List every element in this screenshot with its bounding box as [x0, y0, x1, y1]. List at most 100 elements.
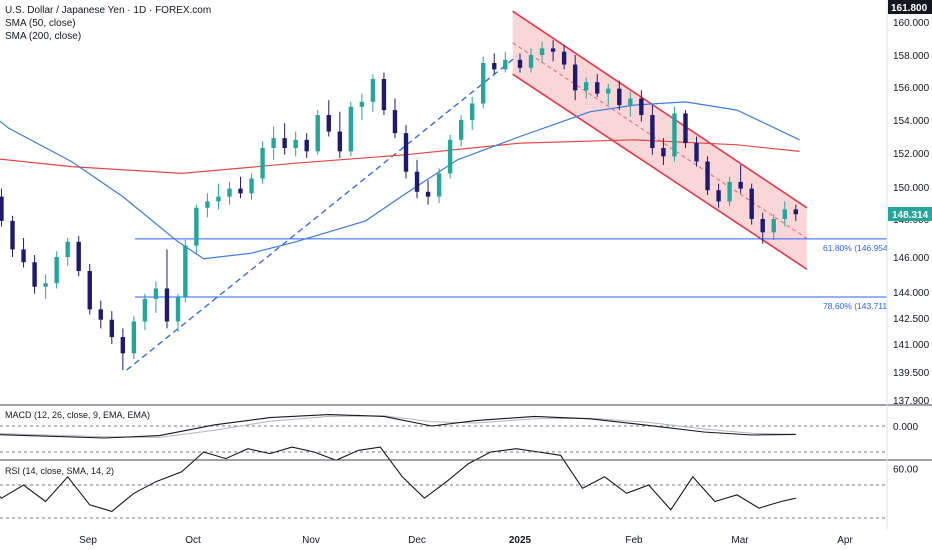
candle — [205, 193, 210, 218]
candle-body — [403, 133, 409, 172]
trend-line — [126, 56, 517, 371]
candle-body — [481, 63, 486, 104]
current-price-label: 148.314 — [892, 210, 929, 221]
candle-body — [561, 51, 567, 65]
candle-body — [315, 115, 320, 152]
sma50-legend-item[interactable]: SMA (50, close) — [5, 18, 76, 29]
candle-body — [293, 139, 298, 149]
candle-body — [164, 288, 170, 322]
candle — [381, 72, 387, 116]
candle-body — [271, 138, 276, 149]
candle-body — [539, 48, 545, 55]
candle — [315, 110, 320, 155]
candle-body — [683, 113, 688, 144]
candle — [359, 93, 365, 120]
price-tick-label: 139.500 — [893, 368, 930, 379]
fib-level-label: 61.80% (146.954) — [823, 243, 891, 253]
candle-body — [672, 113, 677, 157]
candle-body — [348, 106, 354, 152]
candle-body — [249, 178, 254, 194]
candle-body — [583, 82, 589, 91]
macd-line — [0, 414, 796, 439]
candle — [414, 159, 420, 199]
candle-body — [131, 321, 137, 354]
candle-body — [749, 188, 754, 219]
candle — [539, 41, 545, 63]
macd-pane[interactable]: 0.000 — [0, 414, 918, 439]
price-tick-label: 160.000 — [893, 18, 930, 29]
candle-body — [650, 115, 655, 149]
candle-body — [738, 181, 743, 189]
candle-body — [282, 138, 287, 149]
candle — [43, 274, 48, 299]
rsi-label[interactable]: RSI (14, close, SMA, 14, 2) — [5, 466, 115, 476]
candle — [425, 180, 431, 205]
candle — [76, 236, 81, 277]
candle-body — [760, 219, 765, 233]
candle-body — [503, 59, 508, 70]
candle — [436, 168, 442, 203]
candle — [392, 98, 398, 139]
price-tick-label: 144.000 — [893, 288, 930, 299]
rsi-pane[interactable]: 60.00 — [0, 446, 918, 519]
candle-body — [469, 103, 475, 120]
candle — [142, 293, 148, 331]
candle — [164, 249, 170, 329]
candle-body — [617, 88, 622, 106]
price-axis[interactable]: 160.000 158.000 156.000 154.000 152.000 150.0… — [888, 0, 932, 407]
symbol-title[interactable]: U.S. Dollar / Japanese Yen · 1D · FOREX.… — [5, 5, 212, 16]
price-tick-label: 142.500 — [893, 314, 930, 325]
candle — [639, 90, 644, 122]
candle — [348, 101, 354, 157]
candle-body — [238, 188, 243, 194]
candle-body — [21, 249, 26, 263]
candle-body — [639, 98, 644, 116]
channel-upper-line — [512, 10, 808, 209]
candle-body — [175, 297, 181, 322]
candle-body — [153, 288, 159, 299]
main-price-pane[interactable]: 61.80% (146.954) 78.60% (143.711) — [0, 0, 891, 405]
candle — [705, 156, 710, 195]
candle — [628, 91, 633, 117]
candle — [595, 74, 600, 97]
candle — [550, 40, 556, 62]
candle-body — [528, 55, 534, 68]
candle — [183, 239, 188, 303]
candle — [271, 126, 276, 160]
candle — [672, 106, 677, 162]
candle-body — [492, 63, 497, 70]
candle — [326, 100, 331, 137]
candle — [760, 212, 765, 244]
candle-body — [595, 82, 600, 94]
top-price-tag-label: 161.800 — [891, 3, 928, 14]
candle — [120, 328, 126, 371]
candle-body — [458, 120, 464, 140]
top-price-tag — [888, 0, 932, 14]
candle-body — [216, 196, 221, 202]
price-tick-label: 154.000 — [893, 116, 930, 127]
candle — [32, 255, 37, 294]
candle-body — [260, 148, 265, 179]
candle — [337, 111, 343, 159]
candle-body — [370, 79, 376, 102]
time-axis[interactable]: Sep Oct Nov Dec 2025 Feb Mar Apr — [79, 535, 853, 546]
candle — [694, 136, 699, 167]
candle-body — [194, 207, 199, 246]
candle — [617, 80, 622, 111]
candle — [175, 293, 181, 332]
candle — [469, 96, 475, 130]
sma200-legend-item[interactable]: SMA (200, close) — [5, 31, 82, 42]
chart-legend: U.S. Dollar / Japanese Yen · 1D · FOREX.… — [5, 4, 211, 43]
candle-body — [782, 209, 787, 219]
candle — [606, 83, 611, 106]
candle-body — [120, 337, 126, 354]
candle — [87, 264, 92, 315]
candle-body — [304, 139, 309, 152]
candle — [249, 173, 254, 200]
candle-body — [425, 191, 431, 197]
candle — [458, 115, 464, 147]
candle — [153, 281, 159, 313]
candle-body — [32, 262, 37, 287]
candle — [0, 188, 4, 227]
macd-label[interactable]: MACD (12, 26, close, 9, EMA, EMA) — [5, 410, 151, 420]
